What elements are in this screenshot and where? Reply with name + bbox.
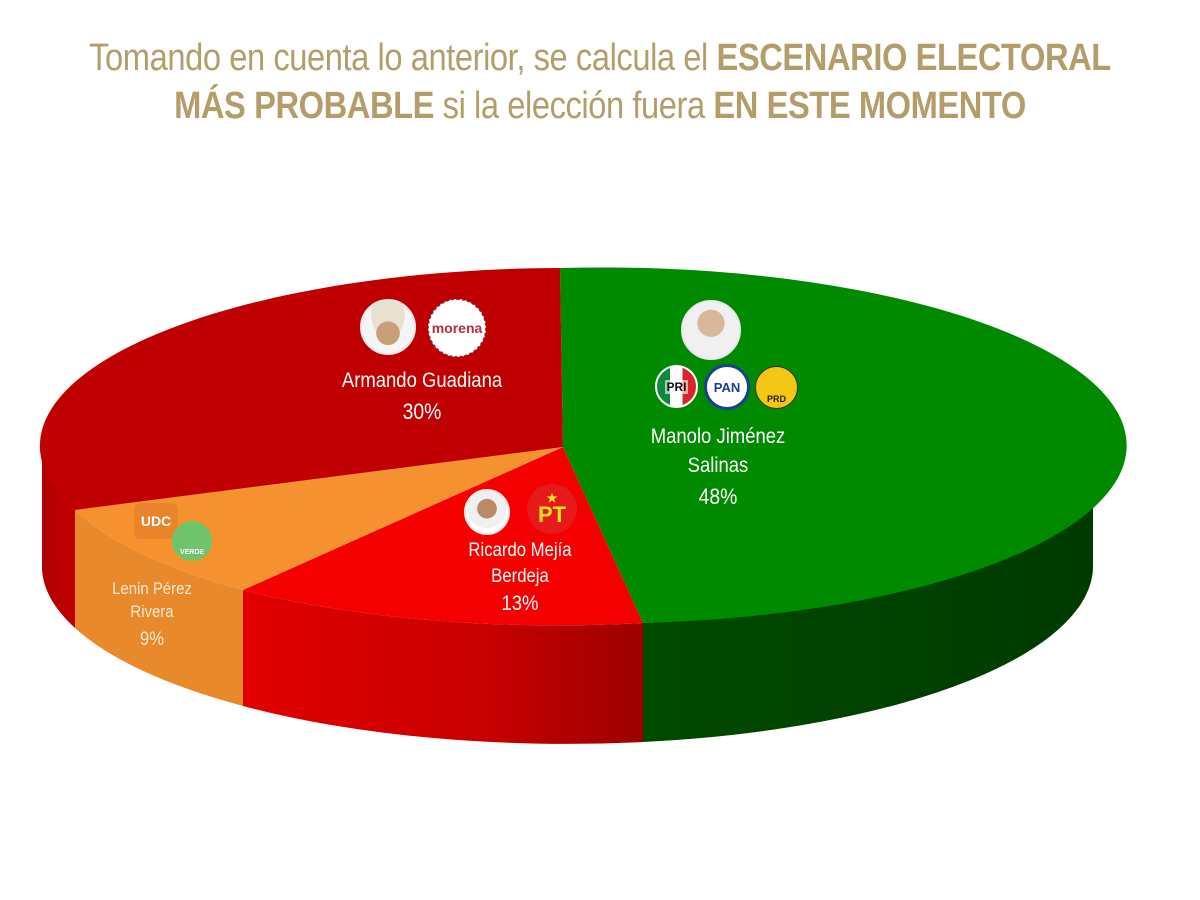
title-line-1: Tomando en cuenta lo anterior, se calcul… xyxy=(89,37,1111,79)
star-icon: ★ xyxy=(546,491,558,505)
label-ricardo-mejia: Ricardo Mejía Berdeja 13% xyxy=(468,540,572,615)
slice-side-lenin xyxy=(75,510,243,706)
label-lenin-perez: Lenin Pérez Rivera 9% xyxy=(112,579,192,650)
pt-logo: ★ PT xyxy=(527,484,577,534)
title-line-2: MÁS PROBABLE si la elección fuera EN EST… xyxy=(174,85,1026,127)
morena-logo: morena xyxy=(428,299,486,357)
label-armando-guadiana: Armando Guadiana 30% xyxy=(341,369,503,424)
pri-logo: PRI xyxy=(655,365,698,408)
slice-side-armando xyxy=(41,445,75,628)
manolo-jimenez-photo xyxy=(681,300,741,360)
armando-guadiana-photo xyxy=(360,299,416,355)
pan-logo: PAN xyxy=(704,364,750,410)
chart-title: Tomando en cuenta lo anterior, se calcul… xyxy=(84,34,1116,130)
label-manolo-jimenez: Manolo Jiménez Salinas 48% xyxy=(650,425,786,509)
prd-logo: PRD xyxy=(755,366,798,409)
ricardo-mejia-photo xyxy=(464,489,510,535)
udc-logo: UDC xyxy=(134,503,178,539)
verde-logo: VERDE xyxy=(172,521,212,561)
slice-side-ricardo xyxy=(243,590,643,744)
